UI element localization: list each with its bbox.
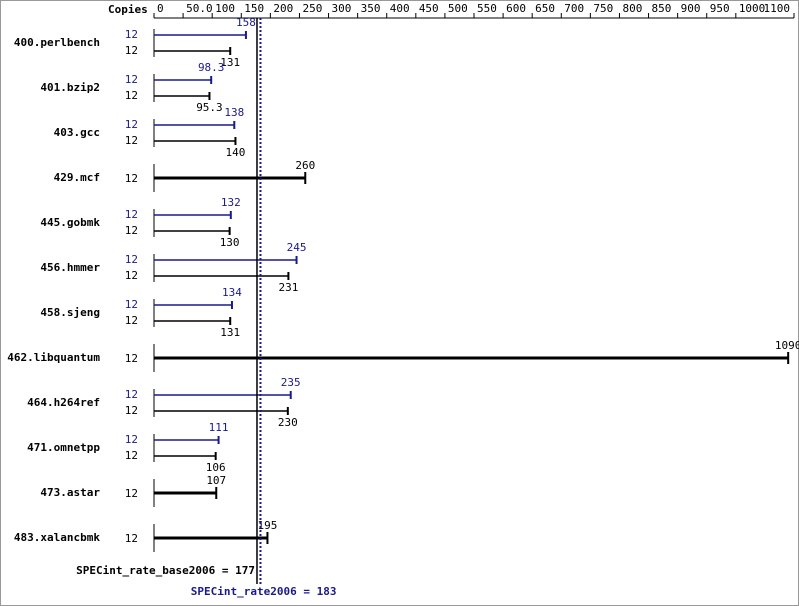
copies-label: 12 (125, 208, 138, 221)
copies-label: 12 (125, 44, 138, 57)
x-tick-label: 1000 (739, 2, 766, 15)
value-label: 130 (220, 236, 240, 249)
x-tick-label: 550 (477, 2, 497, 15)
x-tick-label: 450 (419, 2, 439, 15)
copies-label: 12 (125, 532, 138, 545)
copies-label: 12 (125, 28, 138, 41)
x-tick-label: 650 (535, 2, 555, 15)
benchmark-label: 473.astar (40, 486, 100, 499)
x-tick-label: 950 (710, 2, 730, 15)
copies-label: 12 (125, 449, 138, 462)
benchmark-label: 401.bzip2 (40, 81, 100, 94)
copies-label: 12 (125, 89, 138, 102)
x-tick-label: 500 (448, 2, 468, 15)
benchmark-label: 400.perlbench (14, 36, 100, 49)
benchmark-label: 462.libquantum (7, 351, 100, 364)
benchmark-label: 458.sjeng (40, 306, 100, 319)
x-tick-label: 100 (215, 2, 235, 15)
value-label: 231 (278, 281, 298, 294)
copies-label: 12 (125, 172, 138, 185)
x-tick-label: 600 (506, 2, 526, 15)
value-label: 131 (220, 326, 240, 339)
benchmark-label: 456.hmmer (40, 261, 100, 274)
benchmark-label: 429.mcf (54, 171, 100, 184)
copies-header: Copies (108, 3, 148, 16)
benchmark-label: 471.omnetpp (27, 441, 100, 454)
copies-label: 12 (125, 487, 138, 500)
value-label: 132 (221, 196, 241, 209)
reference-label: SPECint_rate_base2006 = 177 (76, 564, 255, 577)
value-label: 111 (209, 421, 229, 434)
x-tick-label: 250 (302, 2, 322, 15)
x-tick-label: 750 (593, 2, 613, 15)
value-label: 106 (206, 461, 226, 474)
x-tick-label: 700 (564, 2, 584, 15)
x-tick-label: 400 (390, 2, 410, 15)
x-tick-label: 1100 (764, 2, 791, 15)
reference-label: SPECint_rate2006 = 183 (191, 585, 337, 598)
copies-label: 12 (125, 253, 138, 266)
value-label: 138 (224, 106, 244, 119)
x-tick-label: 0 (157, 2, 164, 15)
value-label: 98.3 (198, 61, 225, 74)
x-tick-label: 50.0 (186, 2, 213, 15)
benchmark-label: 445.gobmk (40, 216, 100, 229)
copies-label: 12 (125, 352, 138, 365)
value-label: 95.3 (196, 101, 223, 114)
x-tick-label: 200 (273, 2, 293, 15)
x-tick-label: 800 (622, 2, 642, 15)
value-label: 235 (281, 376, 301, 389)
value-label: 158 (236, 16, 256, 29)
value-label: 260 (295, 159, 315, 172)
x-tick-label: 850 (652, 2, 672, 15)
x-tick-label: 350 (361, 2, 381, 15)
benchmark-label: 403.gcc (54, 126, 100, 139)
copies-label: 12 (125, 118, 138, 131)
copies-label: 12 (125, 433, 138, 446)
value-label: 134 (222, 286, 242, 299)
copies-label: 12 (125, 73, 138, 86)
value-label: 107 (206, 474, 226, 487)
benchmark-label: 483.xalancbmk (14, 531, 100, 544)
x-tick-label: 150 (244, 2, 264, 15)
copies-label: 12 (125, 314, 138, 327)
value-label: 245 (287, 241, 307, 254)
x-tick-label: 900 (681, 2, 701, 15)
copies-label: 12 (125, 224, 138, 237)
copies-label: 12 (125, 269, 138, 282)
copies-label: 12 (125, 298, 138, 311)
copies-label: 12 (125, 134, 138, 147)
value-label: 230 (278, 416, 298, 429)
benchmark-label: 464.h264ref (27, 396, 100, 409)
value-label: 195 (258, 519, 278, 532)
value-label: 131 (220, 56, 240, 69)
x-tick-label: 300 (332, 2, 352, 15)
copies-label: 12 (125, 388, 138, 401)
value-label: 140 (226, 146, 246, 159)
copies-label: 12 (125, 404, 138, 417)
value-label: 1090 (775, 339, 799, 352)
